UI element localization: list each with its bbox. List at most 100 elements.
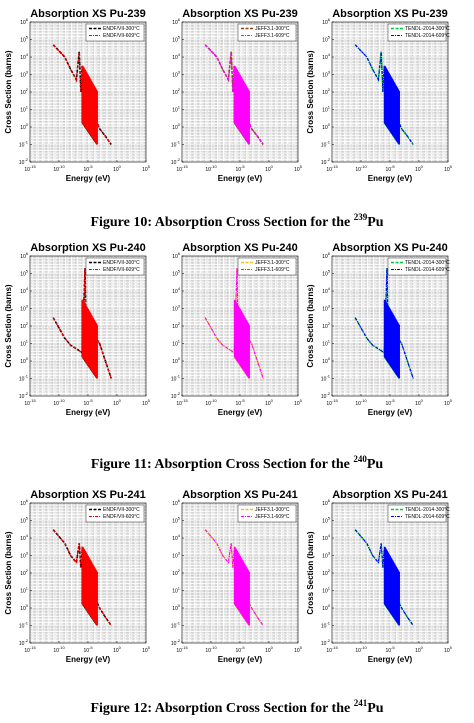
chart-title: Absorption XS Pu-240 (30, 242, 146, 254)
x-tick-label: 100 (113, 645, 122, 654)
x-tick-label: 100 (415, 398, 424, 407)
y-tick-label: 105 (322, 516, 331, 525)
legend-entry: TENDL-2014-300°C (405, 260, 450, 266)
chart-panel: 10-15 10-10 10-5 100 105 10-2 10-1 100 101 102 103… (306, 8, 453, 183)
x-tick-label: 10-15 (326, 398, 338, 407)
y-tick-label: 106 (20, 251, 29, 260)
y-tick-label: 10-1 (19, 374, 29, 383)
chart-title: Absorption XS Pu-240 (332, 242, 448, 254)
y-tick-label: 10-1 (321, 621, 331, 630)
legend-entry: ENDF/VII-609°C (103, 33, 140, 39)
y-tick-label: 104 (20, 52, 29, 61)
y-tick-label: 104 (20, 533, 29, 542)
y-tick-label: 10-1 (321, 140, 331, 149)
x-tick-label: 105 (444, 164, 453, 173)
x-tick-label: 10-15 (24, 398, 36, 407)
y-tick-label: 103 (172, 70, 181, 79)
x-tick-label: 100 (265, 645, 274, 654)
y-tick-label: 104 (172, 286, 181, 295)
series-line (52, 268, 112, 379)
y-tick-label: 100 (20, 603, 29, 612)
y-tick-label: 103 (20, 70, 29, 79)
x-tick-label: 105 (444, 645, 453, 654)
y-tick-label: 103 (322, 551, 331, 560)
y-axis-label: Cross Section (barns) (306, 284, 315, 367)
y-tick-label: 101 (322, 105, 331, 114)
y-tick-label: 100 (20, 122, 29, 131)
y-tick-label: 104 (322, 52, 331, 61)
figure-caption: Figure 10: Absorption Cross Section for … (90, 212, 383, 230)
legend-entry: JEFF3.1-300°C (255, 26, 290, 32)
y-tick-label: 103 (172, 551, 181, 560)
chart-title: Absorption XS Pu-239 (182, 8, 298, 20)
x-tick-label: 10-10 (53, 164, 65, 173)
y-tick-label: 102 (322, 87, 331, 96)
y-tick-label: 100 (322, 603, 331, 612)
chart-title: Absorption XS Pu-241 (332, 489, 448, 501)
x-tick-label: 10-10 (355, 398, 367, 407)
x-tick-label: 10-10 (355, 164, 367, 173)
legend-entry: ENDF/VII-300°C (103, 260, 140, 266)
y-tick-label: 102 (20, 87, 29, 96)
y-tick-label: 102 (172, 87, 181, 96)
x-tick-label: 10-5 (385, 398, 395, 407)
legend-entry: JEFF3.1-300°C (255, 260, 290, 266)
y-tick-label: 104 (172, 533, 181, 542)
y-tick-label: 103 (20, 551, 29, 560)
y-tick-label: 100 (172, 356, 181, 365)
y-tick-label: 105 (322, 35, 331, 44)
x-tick-label: 10-10 (53, 398, 65, 407)
x-tick-label: 10-5 (385, 164, 395, 173)
x-tick-label: 100 (113, 398, 122, 407)
y-tick-label: 101 (172, 105, 181, 114)
x-tick-label: 105 (294, 398, 303, 407)
y-tick-label: 100 (20, 356, 29, 365)
x-axis-label: Energy (eV) (66, 408, 111, 417)
legend-entry: JEFF3.1-609°C (255, 33, 290, 39)
y-tick-label: 106 (172, 17, 181, 26)
series-line (52, 529, 112, 626)
y-tick-label: 105 (20, 35, 29, 44)
y-tick-label: 10-2 (19, 638, 29, 647)
y-tick-label: 106 (172, 251, 181, 260)
chart-title: Absorption XS Pu-241 (182, 489, 298, 501)
x-tick-label: 10-10 (205, 164, 217, 173)
y-axis-label: Cross Section (barns) (306, 50, 315, 133)
y-tick-label: 106 (20, 17, 29, 26)
chart-panel: 10-15 10-10 10-5 100 105 10-2 10-1 100 101 102 103… (171, 489, 303, 664)
y-tick-label: 101 (172, 586, 181, 595)
y-tick-label: 10-2 (171, 638, 181, 647)
resonance-band (234, 546, 250, 626)
resonance-band (234, 65, 250, 145)
x-axis-label: Energy (eV) (368, 655, 413, 664)
y-tick-label: 10-2 (321, 157, 331, 166)
y-tick-label: 101 (20, 105, 29, 114)
series-line (354, 268, 414, 379)
y-tick-label: 102 (322, 321, 331, 330)
y-tick-label: 10-1 (19, 621, 29, 630)
y-tick-label: 105 (322, 269, 331, 278)
legend-entry: ENDF/VII-300°C (103, 507, 140, 513)
y-tick-label: 104 (20, 286, 29, 295)
legend-entry: ENDF/VII-609°C (103, 514, 140, 520)
x-tick-label: 10-15 (24, 164, 36, 173)
y-tick-label: 105 (172, 35, 181, 44)
y-tick-label: 10-1 (171, 374, 181, 383)
x-tick-label: 100 (415, 645, 424, 654)
y-tick-label: 105 (20, 269, 29, 278)
x-axis-label: Energy (eV) (66, 174, 111, 183)
y-tick-label: 10-2 (171, 391, 181, 400)
y-axis-label: Cross Section (barns) (4, 284, 13, 367)
x-tick-label: 105 (294, 164, 303, 173)
resonance-band (82, 546, 98, 626)
y-tick-label: 105 (172, 516, 181, 525)
x-tick-label: 100 (265, 398, 274, 407)
y-tick-label: 103 (172, 304, 181, 313)
y-tick-label: 106 (172, 498, 181, 507)
y-tick-label: 10-1 (171, 140, 181, 149)
